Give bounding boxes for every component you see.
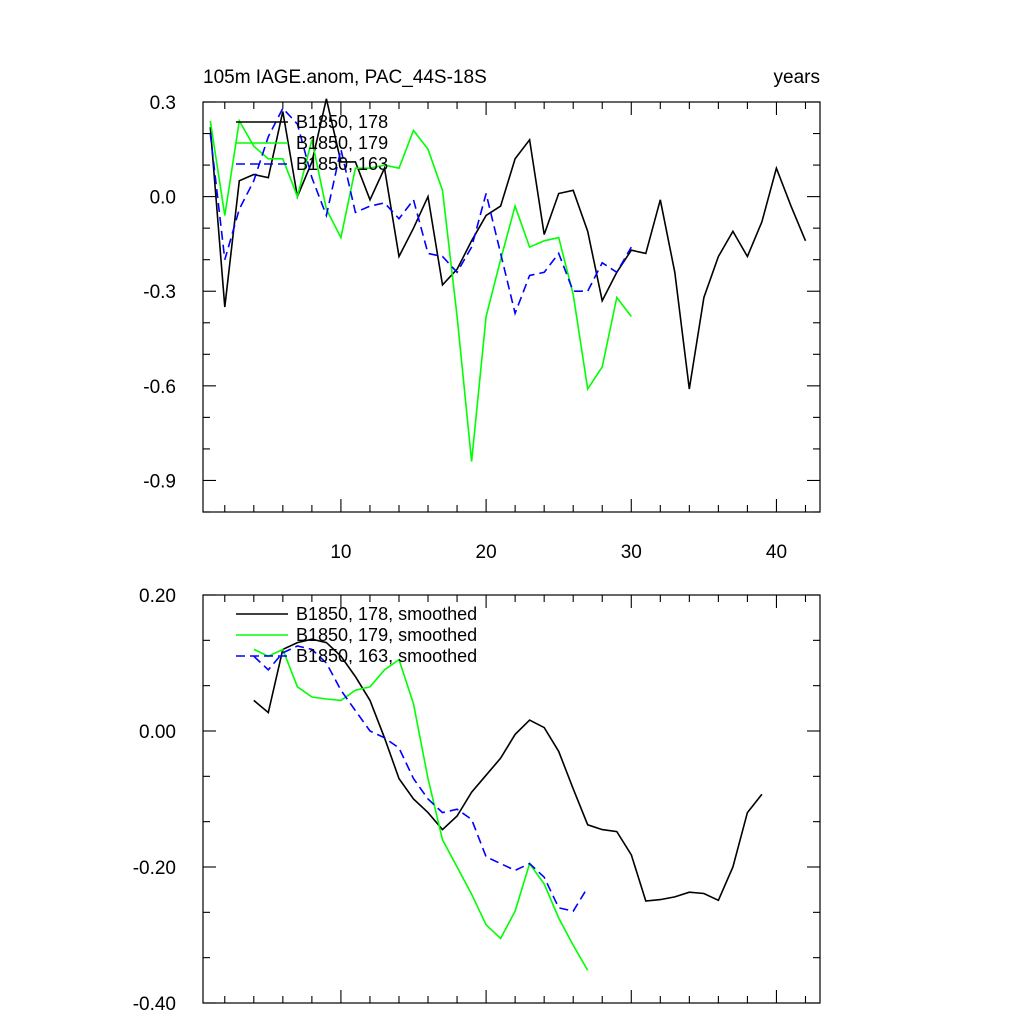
legend-label: B1850, 179, smoothed (296, 625, 477, 645)
plot-frame (202, 594, 821, 1004)
y-tick-label: 0.20 (139, 586, 176, 607)
legend-label: B1850, 163 (296, 154, 388, 174)
x-tick-label: 30 (621, 542, 642, 563)
y-tick-label: 0.00 (139, 722, 176, 743)
y-tick-label: -0.40 (133, 994, 176, 1015)
top-panel-units: years (774, 67, 820, 88)
y-tick-label: 0.0 (150, 188, 176, 209)
plot-frame (202, 101, 821, 513)
series-line-2 (209, 118, 632, 462)
y-tick-label: -0.20 (133, 858, 176, 879)
y-tick-label: -0.6 (143, 377, 176, 398)
x-tick-label: 40 (766, 542, 787, 563)
y-tick-label: -0.3 (143, 282, 176, 303)
y-tick-label: 0.3 (150, 93, 176, 114)
x-tick-label: 20 (476, 542, 497, 563)
series-line-2 (253, 648, 589, 971)
legend-label: B1850, 178 (296, 112, 388, 132)
series-line-3 (209, 106, 632, 316)
series-line-3 (253, 645, 589, 913)
series-line-1 (253, 638, 763, 902)
top-panel-title: 105m IAGE.anom, PAC_44S-18S (203, 67, 487, 88)
x-tick-label: 10 (330, 542, 351, 563)
y-tick-label: -0.9 (143, 471, 176, 492)
legend-label: B1850, 163, smoothed (296, 646, 477, 666)
legend-label: B1850, 178, smoothed (296, 604, 477, 624)
legend-label: B1850, 179 (296, 133, 388, 153)
